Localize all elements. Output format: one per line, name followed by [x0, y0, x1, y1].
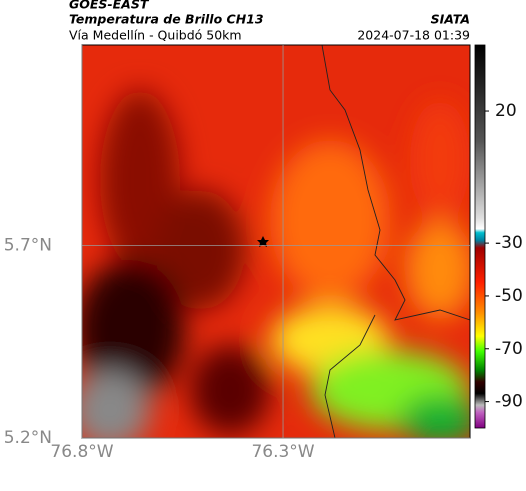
- y-tick-label: 5.7°N: [4, 235, 52, 255]
- satellite-image: [82, 45, 470, 438]
- colorbar: [474, 44, 486, 429]
- x-tick-label: 76.3°W: [251, 442, 314, 462]
- datetime: 2024-07-18 01:39: [357, 28, 470, 43]
- colorbar-tick-label: 20: [495, 101, 517, 121]
- subtitle: Vía Medellín - Quibdó 50km: [69, 28, 242, 43]
- colorbar-tick-label: -30: [495, 233, 523, 253]
- colorbar-tick-label: -70: [495, 339, 523, 359]
- agency: SIATA: [431, 12, 470, 27]
- colorbar-tick-label: -90: [495, 392, 523, 412]
- source: GOES-EAST: [69, 0, 150, 12]
- colorbar-tick-label: -50: [495, 286, 523, 306]
- x-tick-label: 76.8°W: [50, 442, 113, 462]
- location-marker: [257, 236, 269, 247]
- y-tick-label: 5.2°N: [4, 428, 52, 448]
- title: Temperatura de Brillo CH13: [69, 12, 264, 27]
